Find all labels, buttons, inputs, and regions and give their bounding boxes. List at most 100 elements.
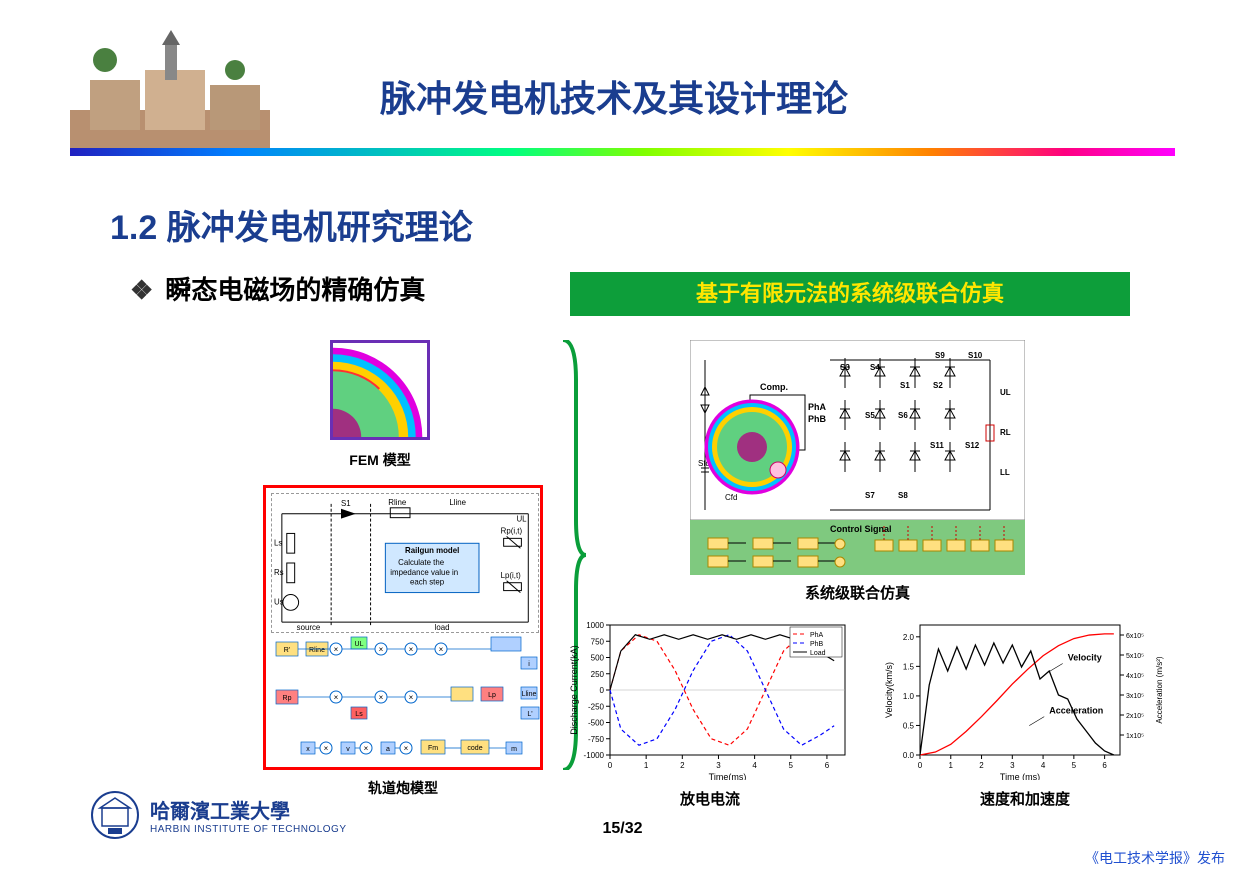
svg-text:LL: LL [1000,468,1010,477]
svg-text:Railgun model: Railgun model [405,546,459,555]
svg-text:Fm: Fm [428,745,438,752]
svg-text:a: a [386,746,390,753]
svg-text:×: × [334,693,339,702]
svg-text:0.0: 0.0 [903,751,915,760]
chart2-label: 速度和加速度 [880,788,1170,809]
svg-text:-1000: -1000 [584,751,605,760]
svg-text:Load: Load [810,650,826,657]
svg-text:code: code [467,745,482,752]
svg-text:v: v [346,746,350,753]
svg-text:2.0: 2.0 [903,633,915,642]
svg-text:5x10⁵: 5x10⁵ [1126,653,1144,660]
svg-text:Ls: Ls [355,711,363,718]
svg-text:4x10⁵: 4x10⁵ [1126,673,1144,680]
svg-text:Velocity: Velocity [1068,652,1102,662]
svg-text:5: 5 [789,761,794,770]
svg-text:1x10⁵: 1x10⁵ [1126,733,1144,740]
svg-text:S3: S3 [840,363,850,372]
svg-text:Calculate the: Calculate the [398,558,445,567]
bullet-subtitle: 瞬态电磁场的精确仿真 [130,270,425,307]
rainbow-divider [70,148,1175,156]
svg-text:L': L' [527,711,532,718]
svg-text:S2: S2 [933,381,943,390]
railgun-simulink-diagram: R'RlineULRpiLpLlineL'LsxvaFmcodem×××××××… [271,632,541,762]
svg-text:Rline: Rline [388,498,407,507]
svg-text:0.5: 0.5 [903,721,915,730]
svg-text:RL: RL [1000,428,1011,437]
svg-text:6: 6 [825,761,830,770]
svg-text:impedance value in: impedance value in [390,568,458,577]
svg-text:R': R' [284,647,290,654]
svg-text:Time(ms): Time(ms) [709,772,747,780]
svg-text:×: × [324,744,329,753]
svg-text:×: × [439,645,444,654]
svg-text:×: × [409,693,414,702]
svg-text:4: 4 [1041,761,1046,770]
svg-text:PhA: PhA [808,402,827,412]
section-title: 1.2 脉冲发电机研究理论 [110,200,473,249]
svg-text:UL: UL [355,641,364,648]
svg-text:Lp: Lp [488,692,496,699]
svg-text:PhA: PhA [810,632,824,639]
svg-text:each step: each step [410,578,445,587]
velocity-acceleration-chart: 0.00.51.01.52.01x10⁵2x10⁵3x10⁵4x10⁵5x10⁵… [880,615,1170,780]
svg-text:Ls: Ls [274,538,282,547]
svg-text:×: × [334,645,339,654]
svg-text:S1: S1 [900,381,910,390]
svg-text:6: 6 [1102,761,1107,770]
svg-text:3: 3 [1010,761,1015,770]
svg-text:S5: S5 [865,411,875,420]
svg-text:UL: UL [516,515,527,524]
svg-text:250: 250 [591,670,605,679]
svg-text:500: 500 [591,654,605,663]
svg-text:2: 2 [680,761,685,770]
svg-text:×: × [379,693,384,702]
railgun-model-box: Ls Rs Us S1 Rline Lline Railgun model Ca… [263,485,543,770]
svg-text:-750: -750 [588,735,605,744]
svg-text:S4: S4 [870,363,880,372]
svg-text:Lline: Lline [449,498,466,507]
system-simulation-box: Sfd Cfd Comp. Field Motion PhA PhB S3S4S… [690,340,1025,575]
svg-text:Velocity(km/s): Velocity(km/s) [884,662,894,718]
campus-image-placeholder [70,30,270,150]
svg-text:0: 0 [600,686,605,695]
slide-header: 脉冲发电机技术及其设计理论 [0,0,1245,160]
svg-text:0: 0 [608,761,613,770]
svg-text:×: × [379,645,384,654]
svg-text:S12: S12 [965,441,980,450]
svg-text:Us: Us [274,597,284,606]
svg-text:2: 2 [979,761,984,770]
svg-text:Lline: Lline [522,691,537,698]
railgun-circuit-diagram: Ls Rs Us S1 Rline Lline Railgun model Ca… [271,493,539,633]
svg-text:Discharge Current(kA): Discharge Current(kA) [569,645,579,735]
svg-text:x: x [306,746,310,753]
fem-label: FEM 模型 [330,450,430,470]
svg-text:UL: UL [1000,388,1011,397]
svg-text:S10: S10 [968,351,983,360]
svg-text:S7: S7 [865,491,875,500]
svg-text:Acceleration: Acceleration [1049,706,1103,716]
svg-text:×: × [404,744,409,753]
svg-text:PhB: PhB [810,641,824,648]
svg-text:-250: -250 [588,702,605,711]
svg-text:×: × [409,645,414,654]
svg-text:1000: 1000 [586,621,604,630]
fem-model-box [330,340,430,440]
svg-text:S1: S1 [341,499,351,508]
svg-text:3: 3 [716,761,721,770]
svg-text:1.0: 1.0 [903,692,915,701]
green-banner: 基于有限元法的系统级联合仿真 [570,272,1130,316]
svg-text:Rline: Rline [309,647,325,654]
svg-text:6x10⁵: 6x10⁵ [1126,633,1144,640]
footer-publisher: 《电工技术学报》发布 [1085,848,1225,868]
svg-text:3x10⁵: 3x10⁵ [1126,693,1144,700]
svg-text:Rp(i,t): Rp(i,t) [501,526,523,535]
chart1-label: 放电电流 [565,788,855,809]
svg-text:S6: S6 [898,411,908,420]
svg-text:Acceleration (m/s²): Acceleration (m/s²) [1155,656,1164,723]
svg-text:×: × [364,744,369,753]
svg-text:5: 5 [1072,761,1077,770]
svg-text:PhB: PhB [808,414,827,424]
svg-text:0: 0 [918,761,923,770]
svg-text:Control Signal: Control Signal [830,524,892,534]
